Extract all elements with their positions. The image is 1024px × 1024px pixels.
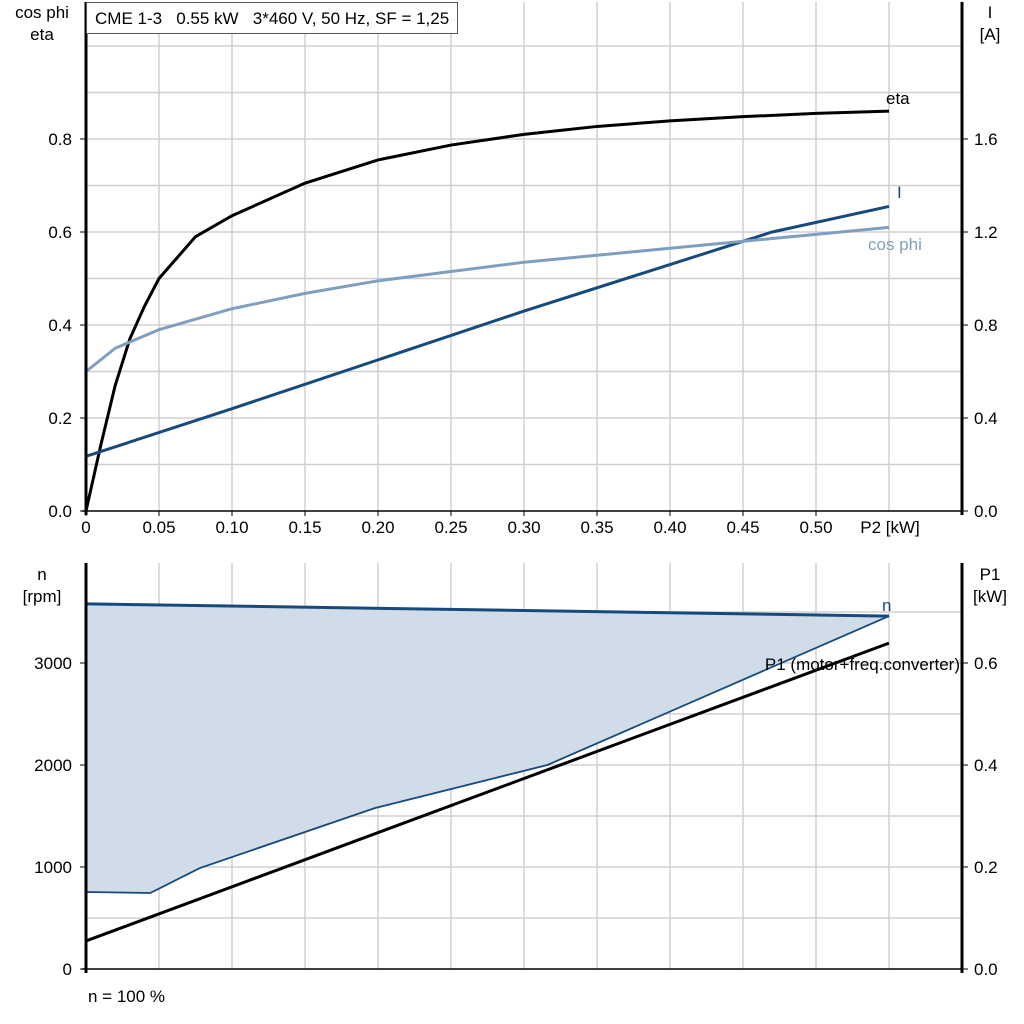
x-tick-label: 0.10 (215, 518, 248, 537)
series-line-cos-phi (85, 225, 890, 373)
y2-tick-label: 0.4 (974, 756, 998, 775)
y2-tick-label: 0.0 (974, 960, 998, 979)
y2-axis-label: [kW] (973, 587, 1007, 606)
series-line-I (85, 204, 890, 458)
series-label-I: I (897, 183, 902, 202)
y-axis-label: cos phi (15, 3, 69, 22)
y2-axis-label: I (988, 3, 993, 22)
series-label-P1: P1 (motor+freq.converter) (765, 655, 960, 674)
y2-tick-label: 0.0 (974, 502, 998, 521)
y-axis-label: n (37, 565, 46, 584)
x-tick-label: 0.45 (726, 518, 759, 537)
y2-tick-label: 0.6 (974, 654, 998, 673)
y-axis-label: eta (30, 25, 54, 44)
y2-tick-label: 0.8 (974, 316, 998, 335)
series-label-n: n (882, 596, 891, 615)
x-tick-label: 0.20 (361, 518, 394, 537)
series-label-cos-phi: cos phi (868, 235, 922, 254)
y2-tick-label: 1.2 (974, 223, 998, 242)
operating-range-area (86, 603, 889, 894)
y-tick-label: 0.4 (48, 316, 72, 335)
y2-tick-label: 1.6 (974, 130, 998, 149)
x-tick-label: 0.25 (434, 518, 467, 537)
series-label-eta: eta (886, 89, 910, 108)
y2-axis-label: [A] (980, 25, 1001, 44)
y-tick-label: 3000 (34, 654, 72, 673)
y-tick-label: 0.6 (48, 223, 72, 242)
series-line-P1 (85, 641, 890, 943)
y-axis-label: [rpm] (23, 587, 62, 606)
y-tick-label: 0 (63, 960, 72, 979)
x-tick-label: 0.40 (653, 518, 686, 537)
x-tick-label: 0.05 (142, 518, 175, 537)
x-tick-label: 0 (81, 518, 90, 537)
y-tick-label: 0.0 (48, 502, 72, 521)
min-speed-line (85, 615, 890, 894)
x-tick-label: 0.15 (288, 518, 321, 537)
y2-axis-label: P1 (980, 565, 1001, 584)
x-tick-label: 0.35 (580, 518, 613, 537)
y-tick-label: 0.2 (48, 409, 72, 428)
footnote: n = 100 % (88, 987, 165, 1006)
x-tick-label: 0.30 (507, 518, 540, 537)
x-tick-label: 0.50 (799, 518, 832, 537)
y-tick-label: 2000 (34, 756, 72, 775)
y2-tick-label: 0.2 (974, 858, 998, 877)
x-axis-label: P2 [kW] (860, 518, 920, 537)
y-tick-label: 0.8 (48, 130, 72, 149)
series-line-eta (84, 109, 890, 512)
y2-tick-label: 0.4 (974, 409, 998, 428)
y-tick-label: 1000 (34, 858, 72, 877)
series-line-n (85, 602, 890, 618)
chart-title: CME 1-3 0.55 kW 3*460 V, 50 Hz, SF = 1,2… (86, 2, 459, 34)
